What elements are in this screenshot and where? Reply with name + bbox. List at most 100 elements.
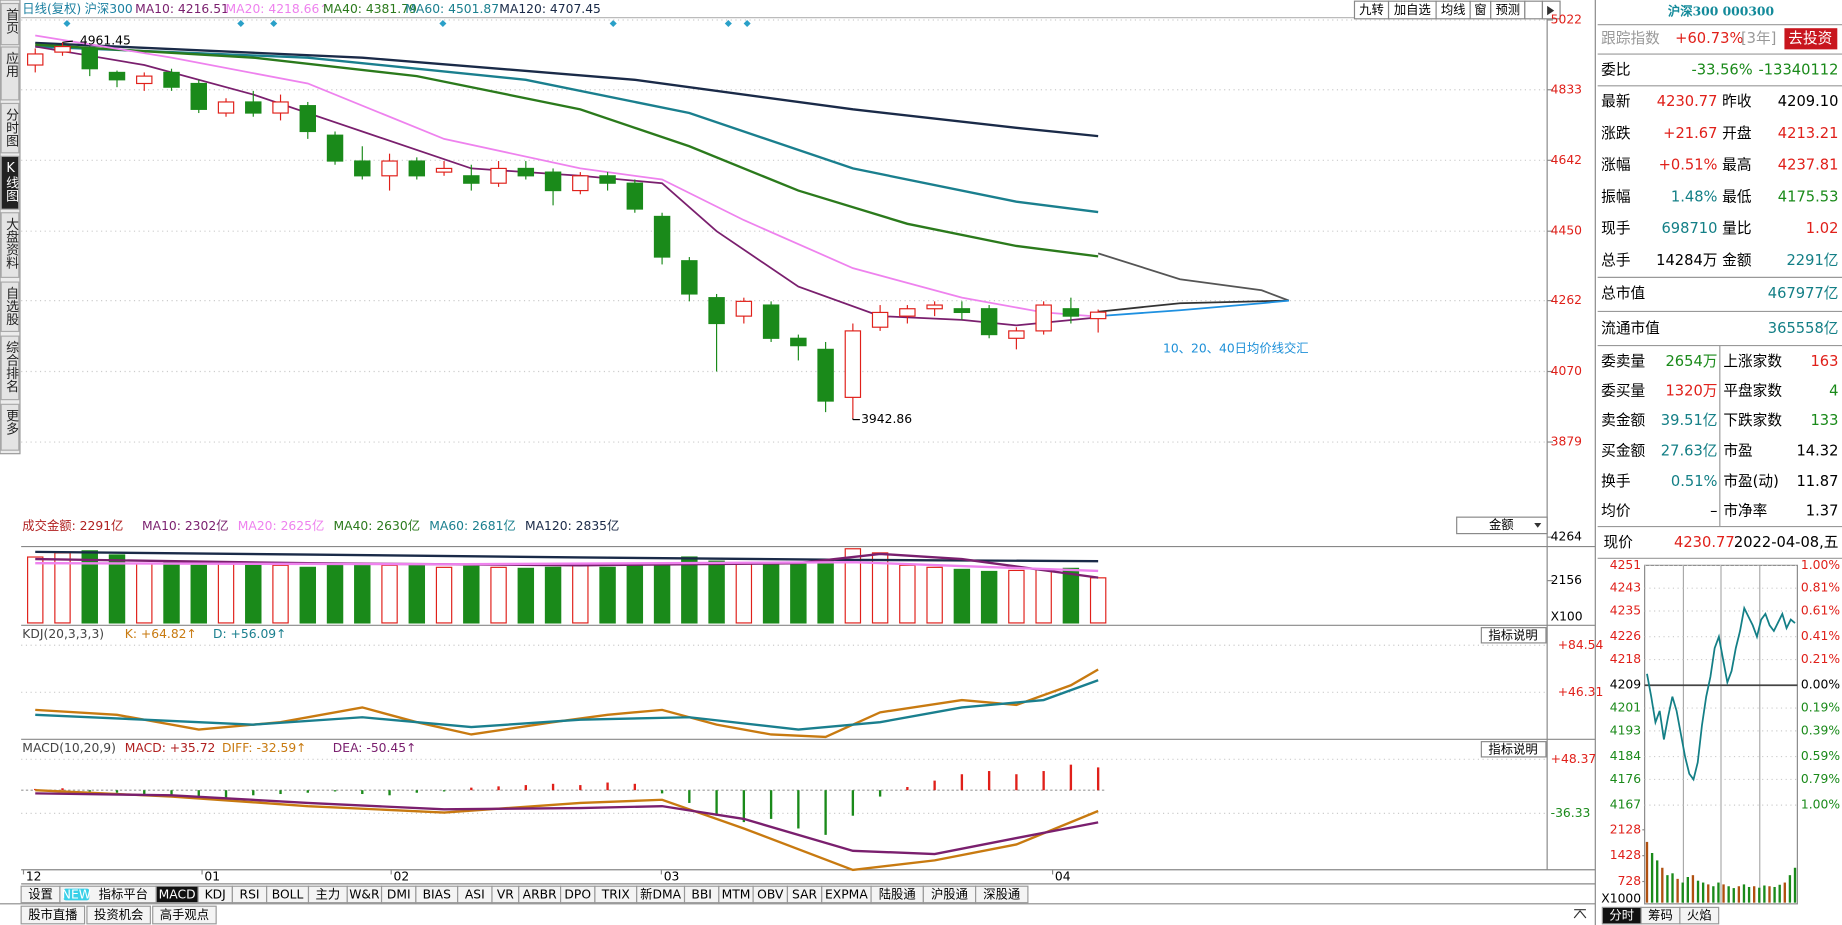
quote-value: 4237.81 xyxy=(1778,157,1839,174)
sidebar-tab-label: 分时图 xyxy=(3,108,18,147)
candle-body xyxy=(817,348,834,402)
quote-label: 振幅 xyxy=(1601,188,1630,205)
candle-body xyxy=(299,105,317,133)
lock-button[interactable] xyxy=(1524,0,1544,20)
ma-indicator: MA20: 4218.66↑ xyxy=(226,2,330,16)
mini-tab-label: 火焰 xyxy=(1687,908,1712,923)
indicator-tab-label: BBI xyxy=(691,888,712,902)
indicator-tab-label: BIAS xyxy=(423,888,452,902)
quote-value: 14.32 xyxy=(1796,442,1838,459)
sidebar-tab[interactable] xyxy=(0,403,20,451)
d-line xyxy=(35,679,1099,731)
ma-line xyxy=(1098,299,1289,313)
quote-label: 最高 xyxy=(1722,157,1751,174)
volume-ma-line xyxy=(35,561,1099,573)
candle-body xyxy=(708,297,725,325)
mini-tick-label: 4226 xyxy=(1610,629,1642,643)
mini-tab[interactable] xyxy=(1679,906,1720,925)
mini-pct-label: 0.21% xyxy=(1801,652,1840,666)
volume-bar xyxy=(953,568,971,624)
ma-line xyxy=(35,45,1099,214)
mini-pct-label: 0.00% xyxy=(1801,678,1840,692)
quote-label: 总市值 xyxy=(1601,285,1645,302)
bottom-tab[interactable] xyxy=(152,905,217,925)
quote-value: 133 xyxy=(1810,412,1838,429)
selector[interactable] xyxy=(1456,516,1548,535)
quote-value: 39.51亿 xyxy=(1661,412,1718,429)
quote-date: 2022-04-08,五 xyxy=(1734,534,1839,551)
indicator-tab-label: DMI xyxy=(387,888,411,902)
candle-body xyxy=(926,304,943,310)
volume-bar xyxy=(299,566,317,624)
volume-bar xyxy=(81,550,98,624)
sidebar-tab[interactable] xyxy=(0,46,20,101)
candle-body xyxy=(544,171,562,192)
volume-tick-label: 2156 xyxy=(1551,573,1583,587)
volume-bar xyxy=(381,564,398,624)
dea-line xyxy=(35,792,1099,856)
quote-label: 跟踪指数 xyxy=(1601,30,1660,47)
volume-title: 成交金额: 2291亿 xyxy=(22,518,123,533)
sidebar-tab[interactable] xyxy=(0,102,20,154)
event-marker[interactable] xyxy=(439,19,447,28)
invest-button[interactable] xyxy=(1784,28,1838,50)
scroll-top-icon[interactable] xyxy=(1573,909,1587,919)
sidebar-tab[interactable] xyxy=(0,335,20,401)
quote-value: 365558亿 xyxy=(1768,320,1839,337)
candle-body xyxy=(517,167,535,177)
sidebar-tab-label: K线图 xyxy=(3,161,18,202)
mini-tick-label: 4251 xyxy=(1610,558,1641,572)
volume-bar xyxy=(572,564,589,624)
volume-bar xyxy=(681,556,698,624)
candle-body xyxy=(1008,330,1025,339)
quote-value: 467977亿 xyxy=(1768,285,1839,302)
candle-body xyxy=(572,175,589,192)
help-button[interactable] xyxy=(1480,627,1547,644)
ma-indicator: MA120: 4707.45 xyxy=(499,2,601,16)
mini-tick-label: 4193 xyxy=(1610,723,1641,737)
indicator-tab[interactable] xyxy=(975,885,1029,904)
mini-pct-label: 0.59% xyxy=(1801,749,1840,763)
candle-body xyxy=(871,311,889,328)
sidebar-tab[interactable] xyxy=(0,2,20,46)
event-marker[interactable] xyxy=(743,19,751,28)
quote-value: 0.51% xyxy=(1671,473,1718,490)
month-label: 12 xyxy=(26,869,42,883)
quote-label: 现手 xyxy=(1601,220,1630,237)
month-label: 02 xyxy=(394,869,410,883)
candle-body xyxy=(54,45,71,53)
quote-label: 最新 xyxy=(1601,93,1631,110)
bottom-tab-label: 投资机会 xyxy=(94,907,143,922)
macd-indicator: MACD: +35.72 xyxy=(125,741,216,755)
volume-unit: X100 xyxy=(1551,610,1583,624)
kdj-indicator: D: +56.09↑ xyxy=(213,627,287,641)
indicator-tab-label: 陆股通 xyxy=(879,887,916,902)
ma-line xyxy=(1098,299,1290,318)
mini-tab-label: 筹码 xyxy=(1648,908,1673,923)
sidebar-tab[interactable] xyxy=(0,212,20,278)
mini-tick-label: 4218 xyxy=(1610,652,1641,666)
mini-pct-label: 0.39% xyxy=(1801,723,1840,737)
price-tick-label: 4833 xyxy=(1551,82,1582,96)
volume-bar xyxy=(408,564,426,624)
toolbar-button-label: 窗 xyxy=(1474,3,1486,17)
mini-pct-label: 0.19% xyxy=(1801,701,1840,715)
forward-icon xyxy=(1547,5,1555,16)
help-button[interactable] xyxy=(1480,741,1547,758)
price-tick-label: 4450 xyxy=(1551,224,1583,238)
bottom-tab-label: 股市直播 xyxy=(28,907,78,922)
sidebar-tab[interactable] xyxy=(0,281,20,333)
candle-body xyxy=(435,167,453,173)
quote-label: 量比 xyxy=(1722,220,1751,237)
volume-bar xyxy=(463,565,480,624)
price-tick-label: 4642 xyxy=(1551,153,1582,167)
help-button-label: 指标说明 xyxy=(1488,741,1537,756)
sidebar-tab[interactable] xyxy=(0,155,20,210)
quote-value: 1.02 xyxy=(1806,220,1839,237)
bottom-tab[interactable] xyxy=(86,905,151,925)
sidebar-tab-label: 更多 xyxy=(3,409,18,435)
bottom-tab[interactable] xyxy=(20,905,86,925)
